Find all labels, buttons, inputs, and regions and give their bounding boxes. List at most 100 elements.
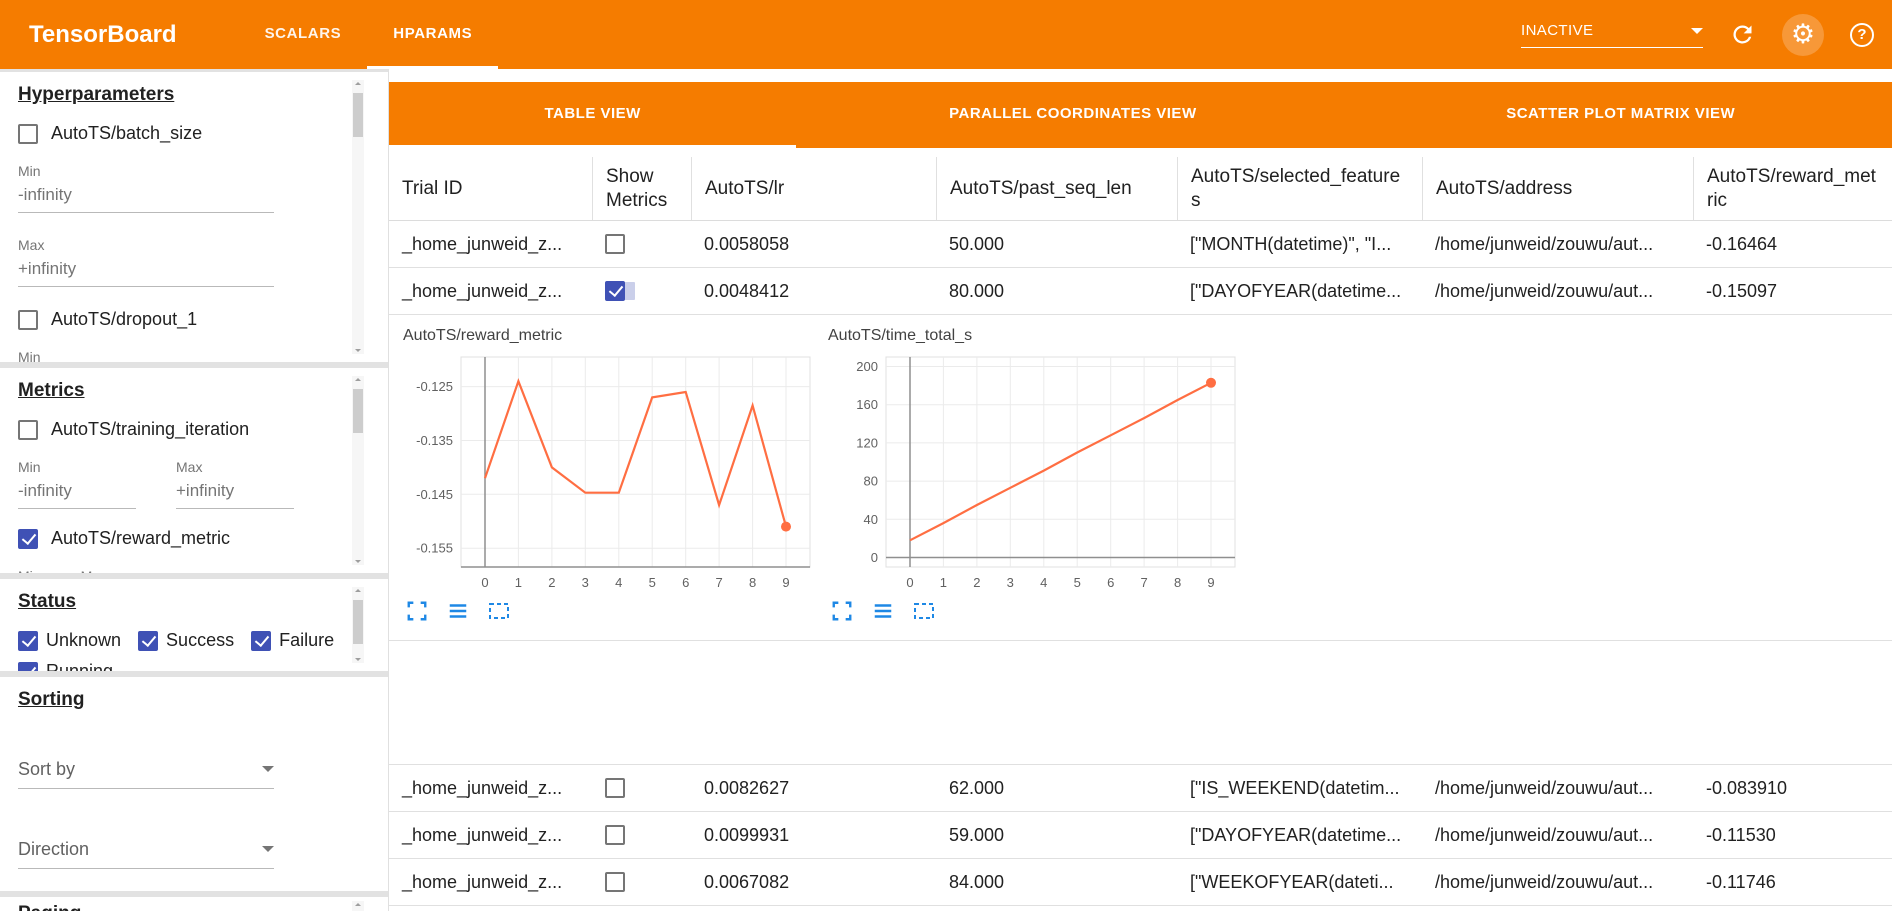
table-row[interactable]: _home_junweid_z... 0.0099931 59.000 ["DA… [389,812,1892,859]
tab-scalars[interactable]: SCALARS [264,24,342,42]
col-lr[interactable]: AutoTS/lr [691,157,936,220]
chart-toolbar [830,600,1251,624]
header-controls: INACTIVE ⚙ ? [1521,0,1892,69]
chart-toolbar [405,600,826,624]
settings-button[interactable]: ⚙ [1782,13,1824,56]
max-input[interactable]: +infinity [176,481,294,509]
run-status-selector[interactable]: INACTIVE [1521,22,1703,48]
metric-item-training-iteration[interactable]: AutoTS/training_iteration [18,419,348,440]
scroll-up-icon[interactable] [354,378,361,381]
reward-metric-chart-card: AutoTS/reward_metric -0.125 -0.135 -0.145-… [401,325,826,640]
paging-panel: Paging [0,897,388,911]
tab-scatter-plot-matrix-view[interactable]: SCATTER PLOT MATRIX VIEW [1506,105,1736,122]
scrollbar[interactable] [352,80,364,354]
status-item-success[interactable]: Success [138,630,234,651]
svg-text:1: 1 [515,575,522,590]
unknown-checkbox[interactable] [18,630,38,651]
scroll-down-icon[interactable] [354,349,361,352]
min-input[interactable]: -infinity [18,481,136,509]
trial-id-cell: _home_junweid_z... [402,871,563,892]
show-metrics-checkbox[interactable] [605,872,625,892]
running-checkbox[interactable] [18,661,38,671]
reward-metric-cell: -0.083910 [1706,777,1788,798]
hparam-item-dropout-1[interactable]: AutoTS/dropout_1 [18,309,348,330]
direction-select[interactable]: Direction [18,839,274,869]
svg-text:120: 120 [856,435,878,450]
app-title: TensorBoard [29,20,177,48]
status-item-unknown[interactable]: Unknown [18,630,121,651]
show-metrics-cell [592,812,691,858]
col-past-seq-len[interactable]: AutoTS/past_seq_len [936,157,1177,220]
svg-text:200: 200 [856,359,878,374]
status-item-running[interactable]: Running [18,661,113,671]
svg-text:6: 6 [1107,575,1114,590]
data-table-icon[interactable] [871,600,895,624]
marquee-zoom-icon[interactable] [487,600,511,624]
table-row[interactable]: _home_junweid_z... 0.0082627 62.000 ["IS… [389,765,1892,812]
fullscreen-icon[interactable] [405,600,429,624]
trials-table: Trial ID Show Metrics AutoTS/lr AutoTS/p… [389,157,1892,906]
scroll-up-icon[interactable] [354,903,361,906]
table-row[interactable]: _home_junweid_z... 0.0048412 80.000 ["DA… [389,268,1892,315]
scrollbar[interactable] [352,587,364,663]
scroll-up-icon[interactable] [354,589,361,592]
sort-by-select[interactable]: Sort by [18,759,274,789]
scroll-thumb[interactable] [353,600,363,644]
tab-parallel-coordinates-view[interactable]: PARALLEL COORDINATES VIEW [949,105,1197,122]
min-label: Min [18,459,41,475]
show-metrics-cell [592,859,691,905]
metric-item-reward-metric[interactable]: AutoTS/reward_metric [18,528,348,549]
data-table-icon[interactable] [446,600,470,624]
address-cell: /home/junweid/zouwu/aut... [1435,233,1654,254]
scroll-thumb[interactable] [353,93,363,137]
help-icon: ? [1850,22,1874,47]
col-reward-metric[interactable]: AutoTS/reward_metric [1693,157,1892,220]
refresh-button[interactable] [1729,21,1756,48]
help-button[interactable]: ? [1850,22,1874,47]
tab-table-view[interactable]: TABLE VIEW [389,82,797,148]
max-label: Max [18,237,45,253]
scroll-down-icon[interactable] [354,658,361,661]
training-iteration-checkbox[interactable] [18,419,38,440]
scroll-thumb[interactable] [353,389,363,433]
time-total-line-chart[interactable]: 0 40 80 120 160 200 0 1 2 3 4 5 6 7 8 9 [826,349,1251,595]
success-checkbox[interactable] [138,630,159,651]
svg-text:5: 5 [1074,575,1081,590]
col-selected-features[interactable]: AutoTS/selected_features [1177,157,1422,220]
hparam-label: AutoTS/dropout_1 [51,309,198,329]
table-row[interactable]: _home_junweid_z... 0.0058058 50.000 ["MO… [389,221,1892,268]
sort-by-value: Sort by [18,759,76,779]
table-row[interactable]: _home_junweid_z... 0.0067082 84.000 ["WE… [389,859,1892,906]
batch-size-checkbox[interactable] [18,123,38,144]
run-status-value: INACTIVE [1521,22,1594,39]
reward-metric-line-chart[interactable]: -0.125 -0.135 -0.145 -0.155 0 1 2 3 4 5 6 7 8 9 [401,349,826,595]
min-label: Min [18,349,41,362]
min-input[interactable]: -infinity [18,185,274,213]
chevron-down-icon [1691,27,1703,40]
dropout-1-checkbox[interactable] [18,309,38,330]
status-item-failure[interactable]: Failure [251,630,334,651]
scrollbar[interactable] [352,901,364,911]
scroll-up-icon[interactable] [354,82,361,85]
scroll-down-icon[interactable] [354,560,361,563]
reward-metric-checkbox[interactable] [18,528,38,549]
status-options-row: Unknown Success Failure [18,630,348,651]
marquee-zoom-icon[interactable] [912,600,936,624]
fullscreen-icon[interactable] [830,600,854,624]
max-input[interactable]: +infinity [18,259,274,287]
failure-checkbox[interactable] [251,630,272,651]
trial-id-cell: _home_junweid_z... [402,777,563,798]
col-address[interactable]: AutoTS/address [1422,157,1693,220]
hparam-item-batch-size[interactable]: AutoTS/batch_size [18,123,348,144]
show-metrics-checkbox[interactable] [605,234,625,254]
metric-label: AutoTS/reward_metric [51,528,231,548]
empty-row-area [389,641,1892,765]
show-metrics-checkbox[interactable] [605,281,625,301]
tab-hparams[interactable]: HPARAMS [367,0,499,69]
show-metrics-checkbox[interactable] [605,778,625,798]
scrollbar[interactable] [352,376,364,565]
col-show-metrics[interactable]: Show Metrics [592,157,691,220]
col-trial-id[interactable]: Trial ID [402,177,463,199]
selected-features-cell: ["DAYOFYEAR(datetime... [1190,824,1402,845]
show-metrics-checkbox[interactable] [605,825,625,845]
